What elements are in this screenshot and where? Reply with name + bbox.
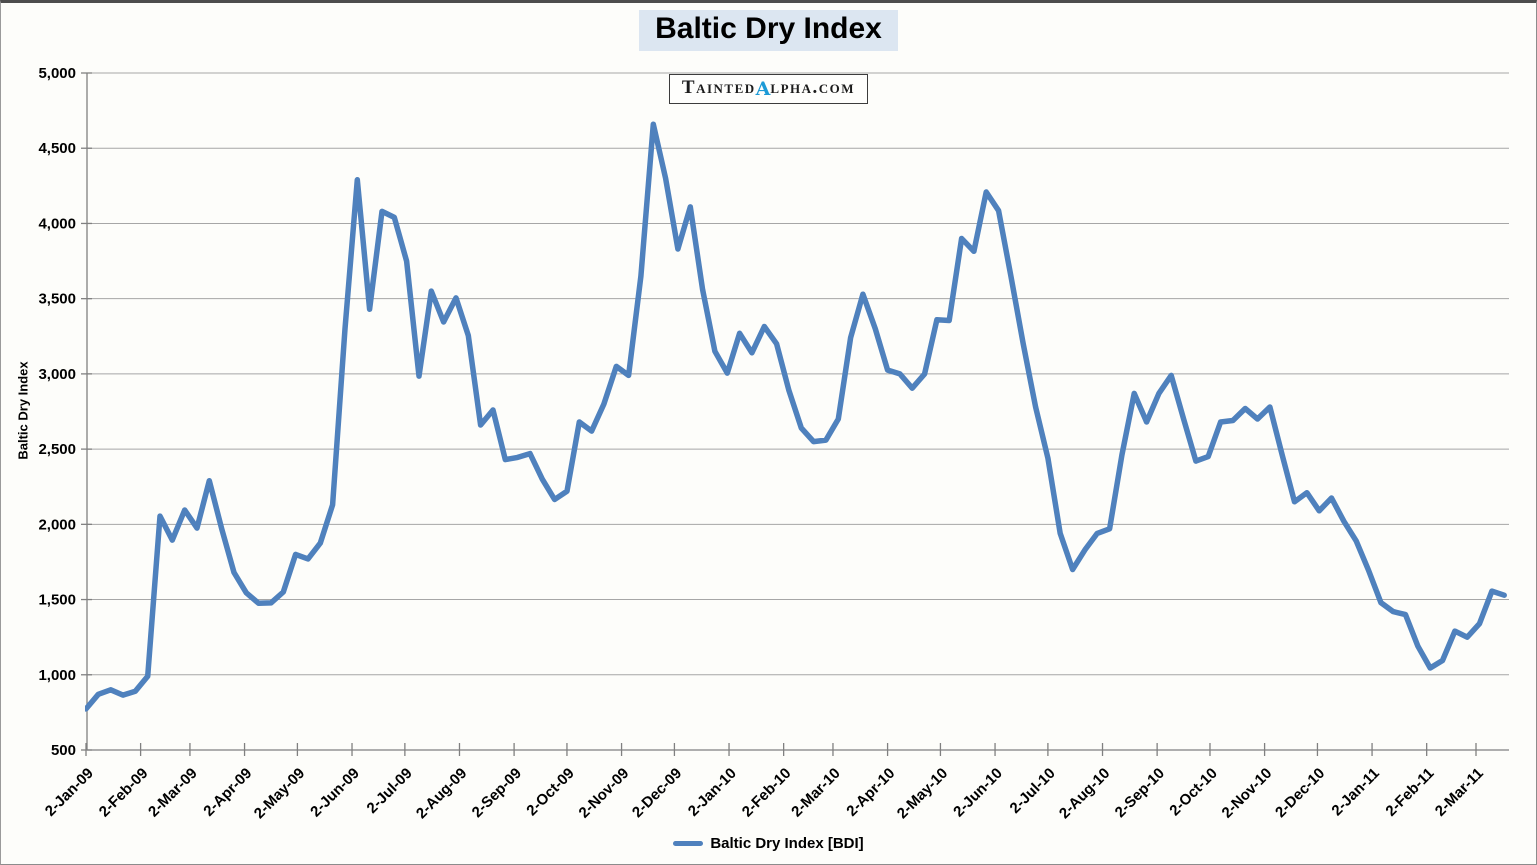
bdi-line — [85, 121, 1507, 712]
x-tick-label: 2-Nov-09 — [576, 765, 633, 822]
x-tick-label: 2-Sep-09 — [469, 765, 525, 821]
watermark: Taintedαlpha.com — [1, 71, 1536, 104]
x-tick-label: 2-Jul-09 — [364, 765, 416, 817]
x-tick-label: 2-Jan-11 — [1328, 765, 1382, 819]
x-tick-label: 2-Feb-09 — [96, 765, 152, 821]
chart-canvas: 500 1,000 1,500 2,000 2,500 3,000 3,500 4,000 4,… — [38, 65, 1509, 822]
x-tick-label: 2-Apr-10 — [843, 765, 898, 820]
y-tick-label: 1,500 — [38, 592, 76, 609]
x-tick-label: 2-Oct-09 — [523, 765, 577, 819]
x-tick-label: 2-Jun-10 — [950, 765, 1006, 821]
y-tick-label: 2,500 — [38, 441, 76, 458]
x-tick-label: 2-Jan-09 — [42, 765, 97, 820]
x-tick-label: 2-Sep-10 — [1112, 765, 1168, 821]
x-tick-label: 2-Jan-10 — [685, 765, 740, 820]
x-tick-label: 2-Aug-10 — [1056, 765, 1113, 822]
legend: Baltic Dry Index [BDI] — [1, 835, 1536, 852]
x-tick-label: 2-Mar-10 — [788, 765, 844, 821]
legend-label: Baltic Dry Index [BDI] — [710, 835, 864, 852]
y-tick-label: 3,000 — [38, 366, 76, 383]
x-tick-label: 2-Oct-10 — [1166, 765, 1220, 819]
x-tick-label: 2-Mar-11 — [1432, 765, 1487, 820]
x-tick-label: 2-Dec-09 — [629, 765, 685, 821]
x-tick-label: 2-May-10 — [894, 765, 951, 822]
x-tick-label: 2-Feb-11 — [1382, 765, 1437, 820]
x-tick-label: 2-Feb-10 — [739, 765, 795, 821]
chart-title-bar: Baltic Dry Index — [1, 10, 1536, 51]
watermark-text-post: lpha.com — [770, 77, 856, 98]
y-tick-label: 1,000 — [38, 667, 76, 684]
y-tick-label: 5,000 — [38, 65, 76, 82]
x-tick-label: 2-Jul-10 — [1007, 765, 1059, 817]
x-tick-label: 2-Mar-09 — [145, 765, 201, 821]
legend-line-swatch — [673, 841, 704, 846]
x-tick-label: 2-Nov-10 — [1219, 765, 1276, 822]
x-tick-label: 2-Aug-09 — [413, 765, 470, 822]
y-tick-label: 500 — [51, 742, 76, 759]
y-tick-label: 2,000 — [38, 516, 76, 533]
x-tick-label: 2-Jun-09 — [307, 765, 363, 821]
y-tick-label: 4,500 — [38, 140, 76, 157]
x-tick-label: 2-Dec-10 — [1272, 765, 1328, 821]
y-axis-title: Baltic Dry Index — [15, 361, 31, 460]
watermark-text-pre: Tainted — [681, 77, 756, 98]
x-tick-label: 2-Apr-09 — [200, 765, 255, 820]
y-tick-label: 4,000 — [38, 215, 76, 232]
y-tick-label: 3,500 — [38, 291, 76, 308]
watermark-box: Taintedαlpha.com — [668, 71, 869, 104]
page-title: Baltic Dry Index — [639, 10, 898, 51]
alpha-glyph-icon: α — [755, 71, 771, 102]
x-tick-label: 2-May-09 — [251, 765, 308, 822]
